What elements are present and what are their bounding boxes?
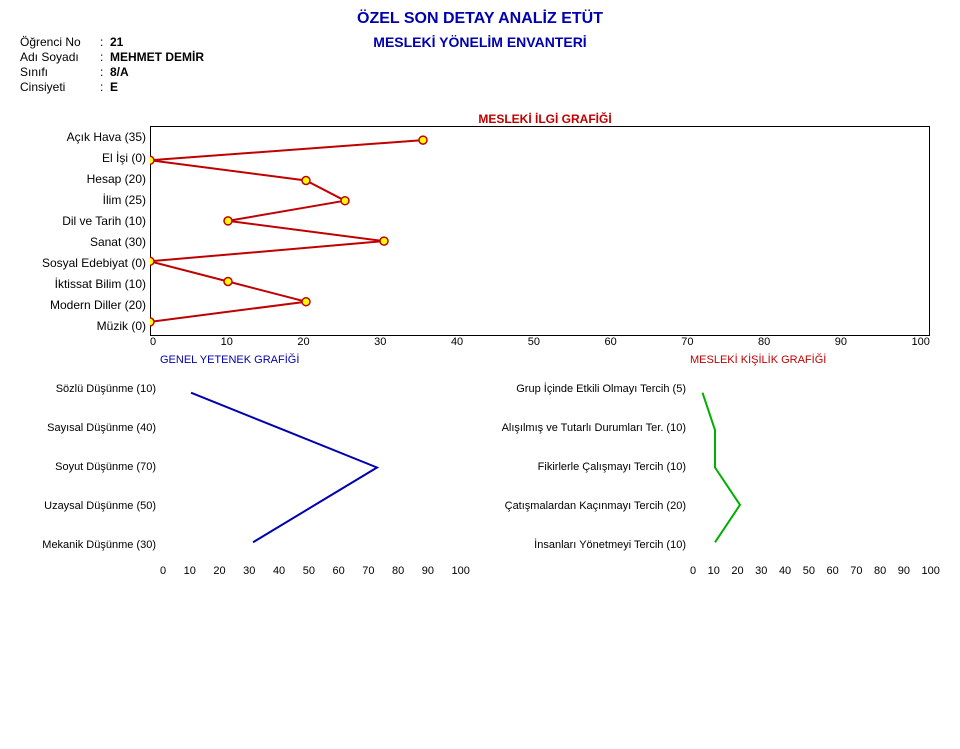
axis-tick: 10 [708,565,720,577]
axis-tick: 10 [221,336,233,348]
axis-tick: 80 [758,336,770,348]
chart1-category-label: Müzik (0) [20,320,150,332]
info-value: 8/A [110,65,129,79]
axis-tick: 40 [273,565,285,577]
chart3-labels: Grup İçinde Etkili Olmayı Tercih (5) Alış… [490,370,690,565]
axis-tick: 90 [422,565,434,577]
axis-tick: 10 [184,565,196,577]
page: ÖZEL SON DETAY ANALİZ ETÜT MESLEKİ YÖNEL… [0,0,960,749]
chart2-col: Sözlü Düşünme (10) Sayısal Düşünme (40) So… [20,370,470,577]
axis-tick: 20 [297,336,309,348]
axis-tick: 60 [332,565,344,577]
axis-tick: 60 [826,565,838,577]
chart3-title: MESLEKİ KİŞİLİK GRAFİĞİ [690,354,826,366]
info-row: Öğrenci No : 21 [20,35,204,49]
chart3-category-label: Grup İçinde Etkili Olmayı Tercih (5) [490,384,690,395]
chart3-category-label: Alışılmış ve Tutarlı Durumları Ter. (10) [490,423,690,434]
chart3-category-label: Çatışmalardan Kaçınmayı Tercih (20) [490,501,690,512]
axis-tick: 100 [452,565,470,577]
chart1-category-label: El İşi (0) [20,152,150,164]
axis-tick: 80 [874,565,886,577]
info-row: Sınıfı : 8/A [20,65,204,79]
chart1-svg [150,126,930,336]
chart1-category-label: İlim (25) [20,194,150,206]
axis-tick: 0 [160,565,166,577]
axis-tick: 100 [912,336,930,348]
chart1-labels: Açık Hava (35) El İşi (0) Hesap (20) İlim (… [20,126,150,336]
info-label: Adı Soyadı [20,50,100,64]
chart2-category-label: Soyut Düşünme (70) [20,462,160,473]
axis-tick: 50 [803,565,815,577]
chart3-area: MESLEKİ KİŞİLİK GRAFİĞİ 0102030405060708… [690,370,940,577]
info-value: E [110,80,118,94]
axis-tick: 60 [604,336,616,348]
chart1-category-label: Sosyal Edebiyat (0) [20,257,150,269]
page-title: ÖZEL SON DETAY ANALİZ ETÜT [20,10,940,28]
axis-tick: 30 [755,565,767,577]
axis-tick: 80 [392,565,404,577]
info-label: Sınıfı [20,65,100,79]
chart2-area: GENEL YETENEK GRAFİĞİ 010203040506070809… [160,370,470,577]
chart1-title: MESLEKİ İLGİ GRAFİĞİ [150,112,940,126]
chart3-category-label: İnsanları Yönetmeyi Tercih (10) [490,540,690,551]
chart2-category-label: Sayısal Düşünme (40) [20,423,160,434]
chart3-category-label: Fikirlerle Çalışmayı Tercih (10) [490,462,690,473]
chart2-labels: Sözlü Düşünme (10) Sayısal Düşünme (40) So… [20,370,160,565]
chart2-svg [160,370,470,565]
chart2-category-label: Uzaysal Düşünme (50) [20,501,160,512]
chart3-col: Grup İçinde Etkili Olmayı Tercih (5) Alış… [490,370,940,577]
axis-tick: 40 [451,336,463,348]
chart2-axis: 0 10 20 30 40 50 60 70 80 90 100 [160,565,470,577]
chart3-axis: 0 10 20 30 40 50 60 70 80 90 100 [690,565,940,577]
axis-tick: 50 [303,565,315,577]
info-row: Adı Soyadı : MEHMET DEMİR [20,50,204,64]
info-row: Cinsiyeti : E [20,80,204,94]
axis-tick: 50 [528,336,540,348]
axis-tick: 0 [150,336,156,348]
info-label: Cinsiyeti [20,80,100,94]
info-value: MEHMET DEMİR [110,50,204,64]
chart1-category-label: Hesap (20) [20,173,150,185]
chart1-category-label: Sanat (30) [20,236,150,248]
chart1-axis: 0 10 20 30 40 50 60 70 80 90 100 [150,336,930,348]
axis-tick: 0 [690,565,696,577]
chart2-category-label: Sözlü Düşünme (10) [20,384,160,395]
chart2-title: GENEL YETENEK GRAFİĞİ [160,354,299,366]
student-info: Öğrenci No : 21 Adı Soyadı : MEHMET DEMİ… [20,34,204,95]
axis-tick: 20 [213,565,225,577]
axis-tick: 70 [362,565,374,577]
chart1-category-label: Açık Hava (35) [20,131,150,143]
axis-tick: 70 [850,565,862,577]
chart1-category-label: Dil ve Tarih (10) [20,215,150,227]
info-value: 21 [110,35,123,49]
axis-tick: 70 [681,336,693,348]
bottom-row: Sözlü Düşünme (10) Sayısal Düşünme (40) So… [20,370,940,577]
chart1-area: 0 10 20 30 40 50 60 70 80 90 100 [150,126,940,348]
info-label: Öğrenci No [20,35,100,49]
axis-tick: 100 [922,565,940,577]
chart1-block: Açık Hava (35) El İşi (0) Hesap (20) İlim (… [20,126,940,348]
chart2-category-label: Mekanik Düşünme (30) [20,540,160,551]
axis-tick: 20 [731,565,743,577]
axis-tick: 30 [374,336,386,348]
axis-tick: 90 [898,565,910,577]
axis-tick: 30 [243,565,255,577]
chart1-category-label: Modern Diller (20) [20,299,150,311]
chart3-svg [690,370,940,565]
axis-tick: 40 [779,565,791,577]
chart1-category-label: İktissat Bilim (10) [20,278,150,290]
axis-tick: 90 [835,336,847,348]
